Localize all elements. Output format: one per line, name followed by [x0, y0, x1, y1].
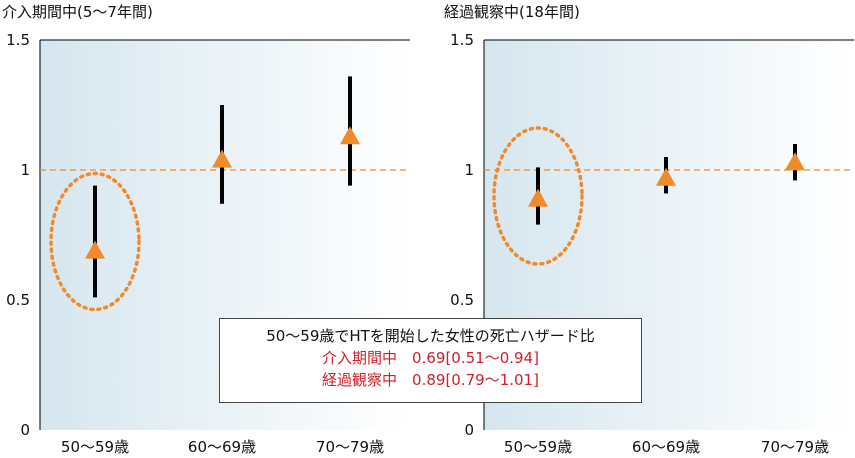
y-tick-label: 0.5: [450, 291, 474, 309]
hazard-ratio-marker: [212, 149, 232, 168]
highlight-ellipse: [492, 126, 584, 266]
hazard-ratio-note: 50〜59歳でHTを開始した女性の死亡ハザード比 介入期間中 0.69[0.51…: [219, 318, 642, 403]
chart-title: 経過観察中(18年間): [444, 3, 580, 21]
y-tick-label: 1: [20, 161, 30, 179]
y-tick-label: 0: [464, 421, 474, 439]
chart-title: 介入期間中(5〜7年間): [2, 3, 153, 21]
y-tick-label: 0: [20, 421, 30, 439]
hazard-ratio-marker: [785, 152, 805, 171]
hazard-ratio-marker: [528, 188, 548, 207]
hazard-ratio-marker: [85, 240, 105, 259]
x-category-label: 50〜59歳: [61, 438, 129, 456]
y-tick-label: 0.5: [6, 291, 30, 309]
x-category-label: 70〜79歳: [316, 438, 384, 456]
note-heading: 50〜59歳でHTを開始した女性の死亡ハザード比: [266, 327, 595, 345]
highlight-ellipse: [49, 171, 141, 312]
x-category-label: 60〜69歳: [188, 438, 256, 456]
x-category-label: 70〜79歳: [761, 438, 829, 456]
x-category-label: 60〜69歳: [632, 438, 700, 456]
y-tick-label: 1: [464, 161, 474, 179]
hazard-ratio-marker: [340, 126, 360, 145]
note-intervention-line: 介入期間中 0.69[0.51〜0.94]: [322, 349, 539, 367]
y-tick-label: 1.5: [6, 31, 30, 49]
x-category-label: 50〜59歳: [504, 438, 572, 456]
hazard-ratio-marker: [656, 167, 676, 186]
note-followup-line: 経過観察中 0.89[0.79〜1.01]: [322, 371, 539, 389]
y-tick-label: 1.5: [450, 31, 474, 49]
